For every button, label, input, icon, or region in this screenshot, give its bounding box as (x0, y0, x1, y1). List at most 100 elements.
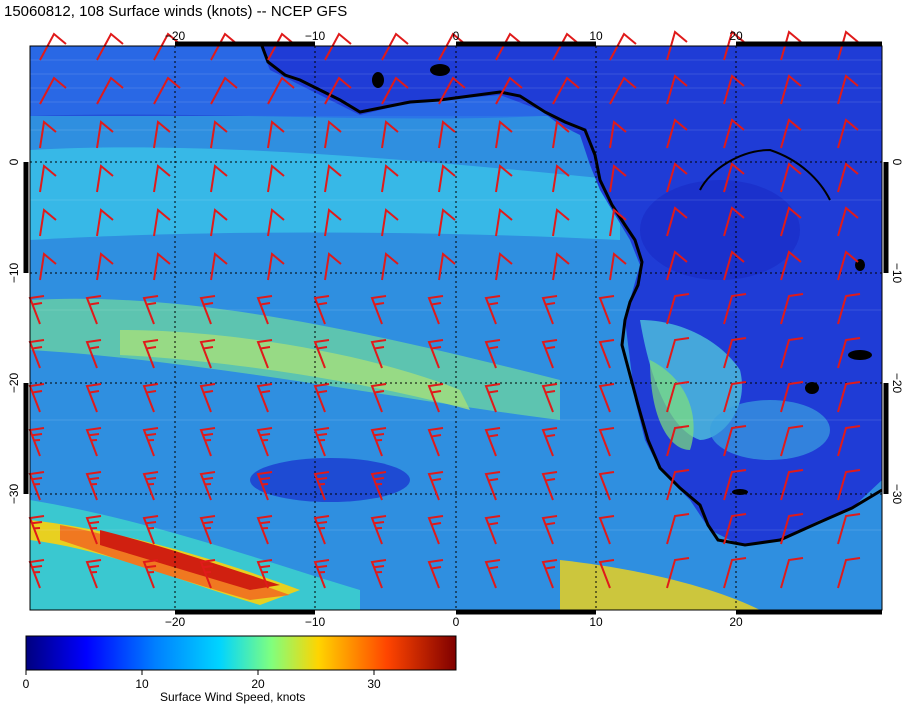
wind-barb (552, 32, 580, 61)
wind-barb (96, 120, 114, 149)
wind-barb (85, 559, 102, 589)
wind-barb (210, 32, 238, 61)
wind-barb (96, 32, 124, 61)
wind-barb (85, 339, 102, 369)
wind-barb (39, 76, 67, 105)
colorbar-tick-label: 20 (251, 677, 265, 691)
wind-barb (723, 425, 747, 457)
wind-barb (552, 164, 570, 193)
frame-scale-bars (23, 41, 889, 615)
wind-barb (199, 339, 216, 369)
lon-labels-bottom: −20 −10 0 10 20 (165, 615, 743, 629)
wind-barb (142, 339, 159, 369)
wind-barb (780, 206, 802, 237)
wind-barb (142, 295, 159, 325)
wind-barb (723, 250, 745, 281)
wind-barb (723, 162, 745, 193)
lat-label: 0 (890, 159, 904, 166)
wind-barb (153, 32, 181, 61)
lon-label: −10 (305, 29, 326, 43)
wind-barb (609, 120, 627, 149)
lon-labels-top: −20 −10 0 10 20 (165, 29, 743, 43)
wind-barb (723, 118, 745, 149)
colorbar-tick-label: 30 (367, 677, 381, 691)
wind-barb (723, 74, 745, 105)
wind-barb (484, 559, 501, 589)
wind-barb (381, 120, 399, 149)
lat-label: −20 (7, 372, 21, 393)
wind-barb (666, 381, 690, 413)
wind-barb (495, 120, 513, 149)
lake-shore (699, 148, 831, 201)
wind-barb (142, 559, 159, 589)
wind-barb (370, 471, 387, 501)
wind-barb (85, 383, 102, 413)
wind-barb (85, 515, 102, 545)
wind-barb (256, 471, 273, 501)
wind-barb (723, 30, 745, 61)
wind-barb (370, 295, 387, 325)
wind-barb (837, 337, 861, 369)
wind-barb (324, 32, 352, 61)
wind-barb (495, 32, 523, 61)
lon-label: −20 (165, 29, 186, 43)
lat-labels-left: 0 −10 −20 −30 (7, 158, 21, 504)
wind-barb (96, 208, 114, 237)
wind-barb (370, 339, 387, 369)
wind-barb (541, 383, 558, 413)
wind-barb (484, 427, 501, 457)
wind-barb (256, 559, 273, 589)
wind-barbs (28, 30, 861, 589)
wind-barb (837, 513, 861, 545)
wind-barb (427, 559, 444, 589)
wind-barb (199, 559, 216, 589)
wind-barb (541, 427, 558, 457)
wind-barb (666, 30, 688, 61)
wind-barb (598, 427, 615, 457)
wind-barb (495, 76, 523, 105)
wind-barb (552, 76, 580, 105)
wind-barb (210, 76, 238, 105)
wind-barb (267, 208, 285, 237)
wind-barb (495, 164, 513, 193)
wind-barb (723, 206, 745, 237)
wind-barb (484, 295, 501, 325)
wind-barb (199, 515, 216, 545)
wind-barb (837, 74, 859, 105)
wind-barb (142, 471, 159, 501)
lon-label: 20 (729, 29, 743, 43)
wind-barb (39, 32, 67, 61)
wind-barb (666, 293, 690, 325)
wind-barb (438, 32, 466, 61)
wind-barb (438, 120, 456, 149)
wind-barb (210, 164, 228, 193)
lon-label: 10 (589, 615, 603, 629)
wind-barb (324, 208, 342, 237)
lon-label: −10 (305, 615, 326, 629)
wind-barb (267, 252, 285, 281)
wind-barb (609, 76, 637, 105)
wind-speed-field (30, 46, 882, 610)
wind-barb (780, 557, 804, 589)
wind-barb (552, 208, 570, 237)
map-title: 15060812, 108 Surface winds (knots) -- N… (4, 3, 348, 20)
wind-barb (780, 162, 802, 193)
wind-barb (780, 293, 804, 325)
wind-barb (427, 339, 444, 369)
lat-label: 0 (7, 158, 21, 165)
wind-barb (256, 383, 273, 413)
wind-barb (153, 164, 171, 193)
wind-barb (313, 295, 330, 325)
wind-barb (723, 293, 747, 325)
wind-barb (552, 120, 570, 149)
wind-barb (552, 252, 570, 281)
wind-barb (837, 557, 861, 589)
wind-barb (484, 383, 501, 413)
wind-barb (381, 164, 399, 193)
wind-barb (427, 295, 444, 325)
lat-labels-right: 0 −10 −20 −30 (890, 159, 904, 505)
wind-barb (780, 118, 802, 149)
wind-barb (85, 427, 102, 457)
wind-barb (210, 252, 228, 281)
wind-barb (666, 425, 690, 457)
